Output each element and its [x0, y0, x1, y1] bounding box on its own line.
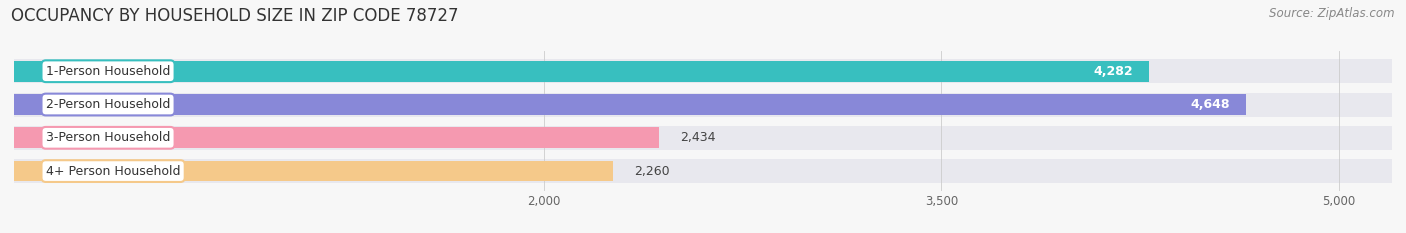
Text: 2-Person Household: 2-Person Household [46, 98, 170, 111]
Text: 4+ Person Household: 4+ Person Household [46, 164, 180, 178]
Text: OCCUPANCY BY HOUSEHOLD SIZE IN ZIP CODE 78727: OCCUPANCY BY HOUSEHOLD SIZE IN ZIP CODE … [11, 7, 458, 25]
Text: 4,648: 4,648 [1191, 98, 1230, 111]
Text: 2,260: 2,260 [634, 164, 669, 178]
Text: 1-Person Household: 1-Person Household [46, 65, 170, 78]
Bar [14, 61, 1149, 82]
Bar [14, 159, 1392, 183]
Bar [14, 126, 1392, 150]
Text: 3-Person Household: 3-Person Household [46, 131, 170, 144]
Bar [14, 59, 1392, 83]
Bar [14, 161, 613, 182]
Bar [14, 93, 1392, 116]
Bar [14, 127, 659, 148]
Text: 2,434: 2,434 [681, 131, 716, 144]
Bar [14, 94, 1246, 115]
Text: Source: ZipAtlas.com: Source: ZipAtlas.com [1270, 7, 1395, 20]
Text: 4,282: 4,282 [1094, 65, 1133, 78]
